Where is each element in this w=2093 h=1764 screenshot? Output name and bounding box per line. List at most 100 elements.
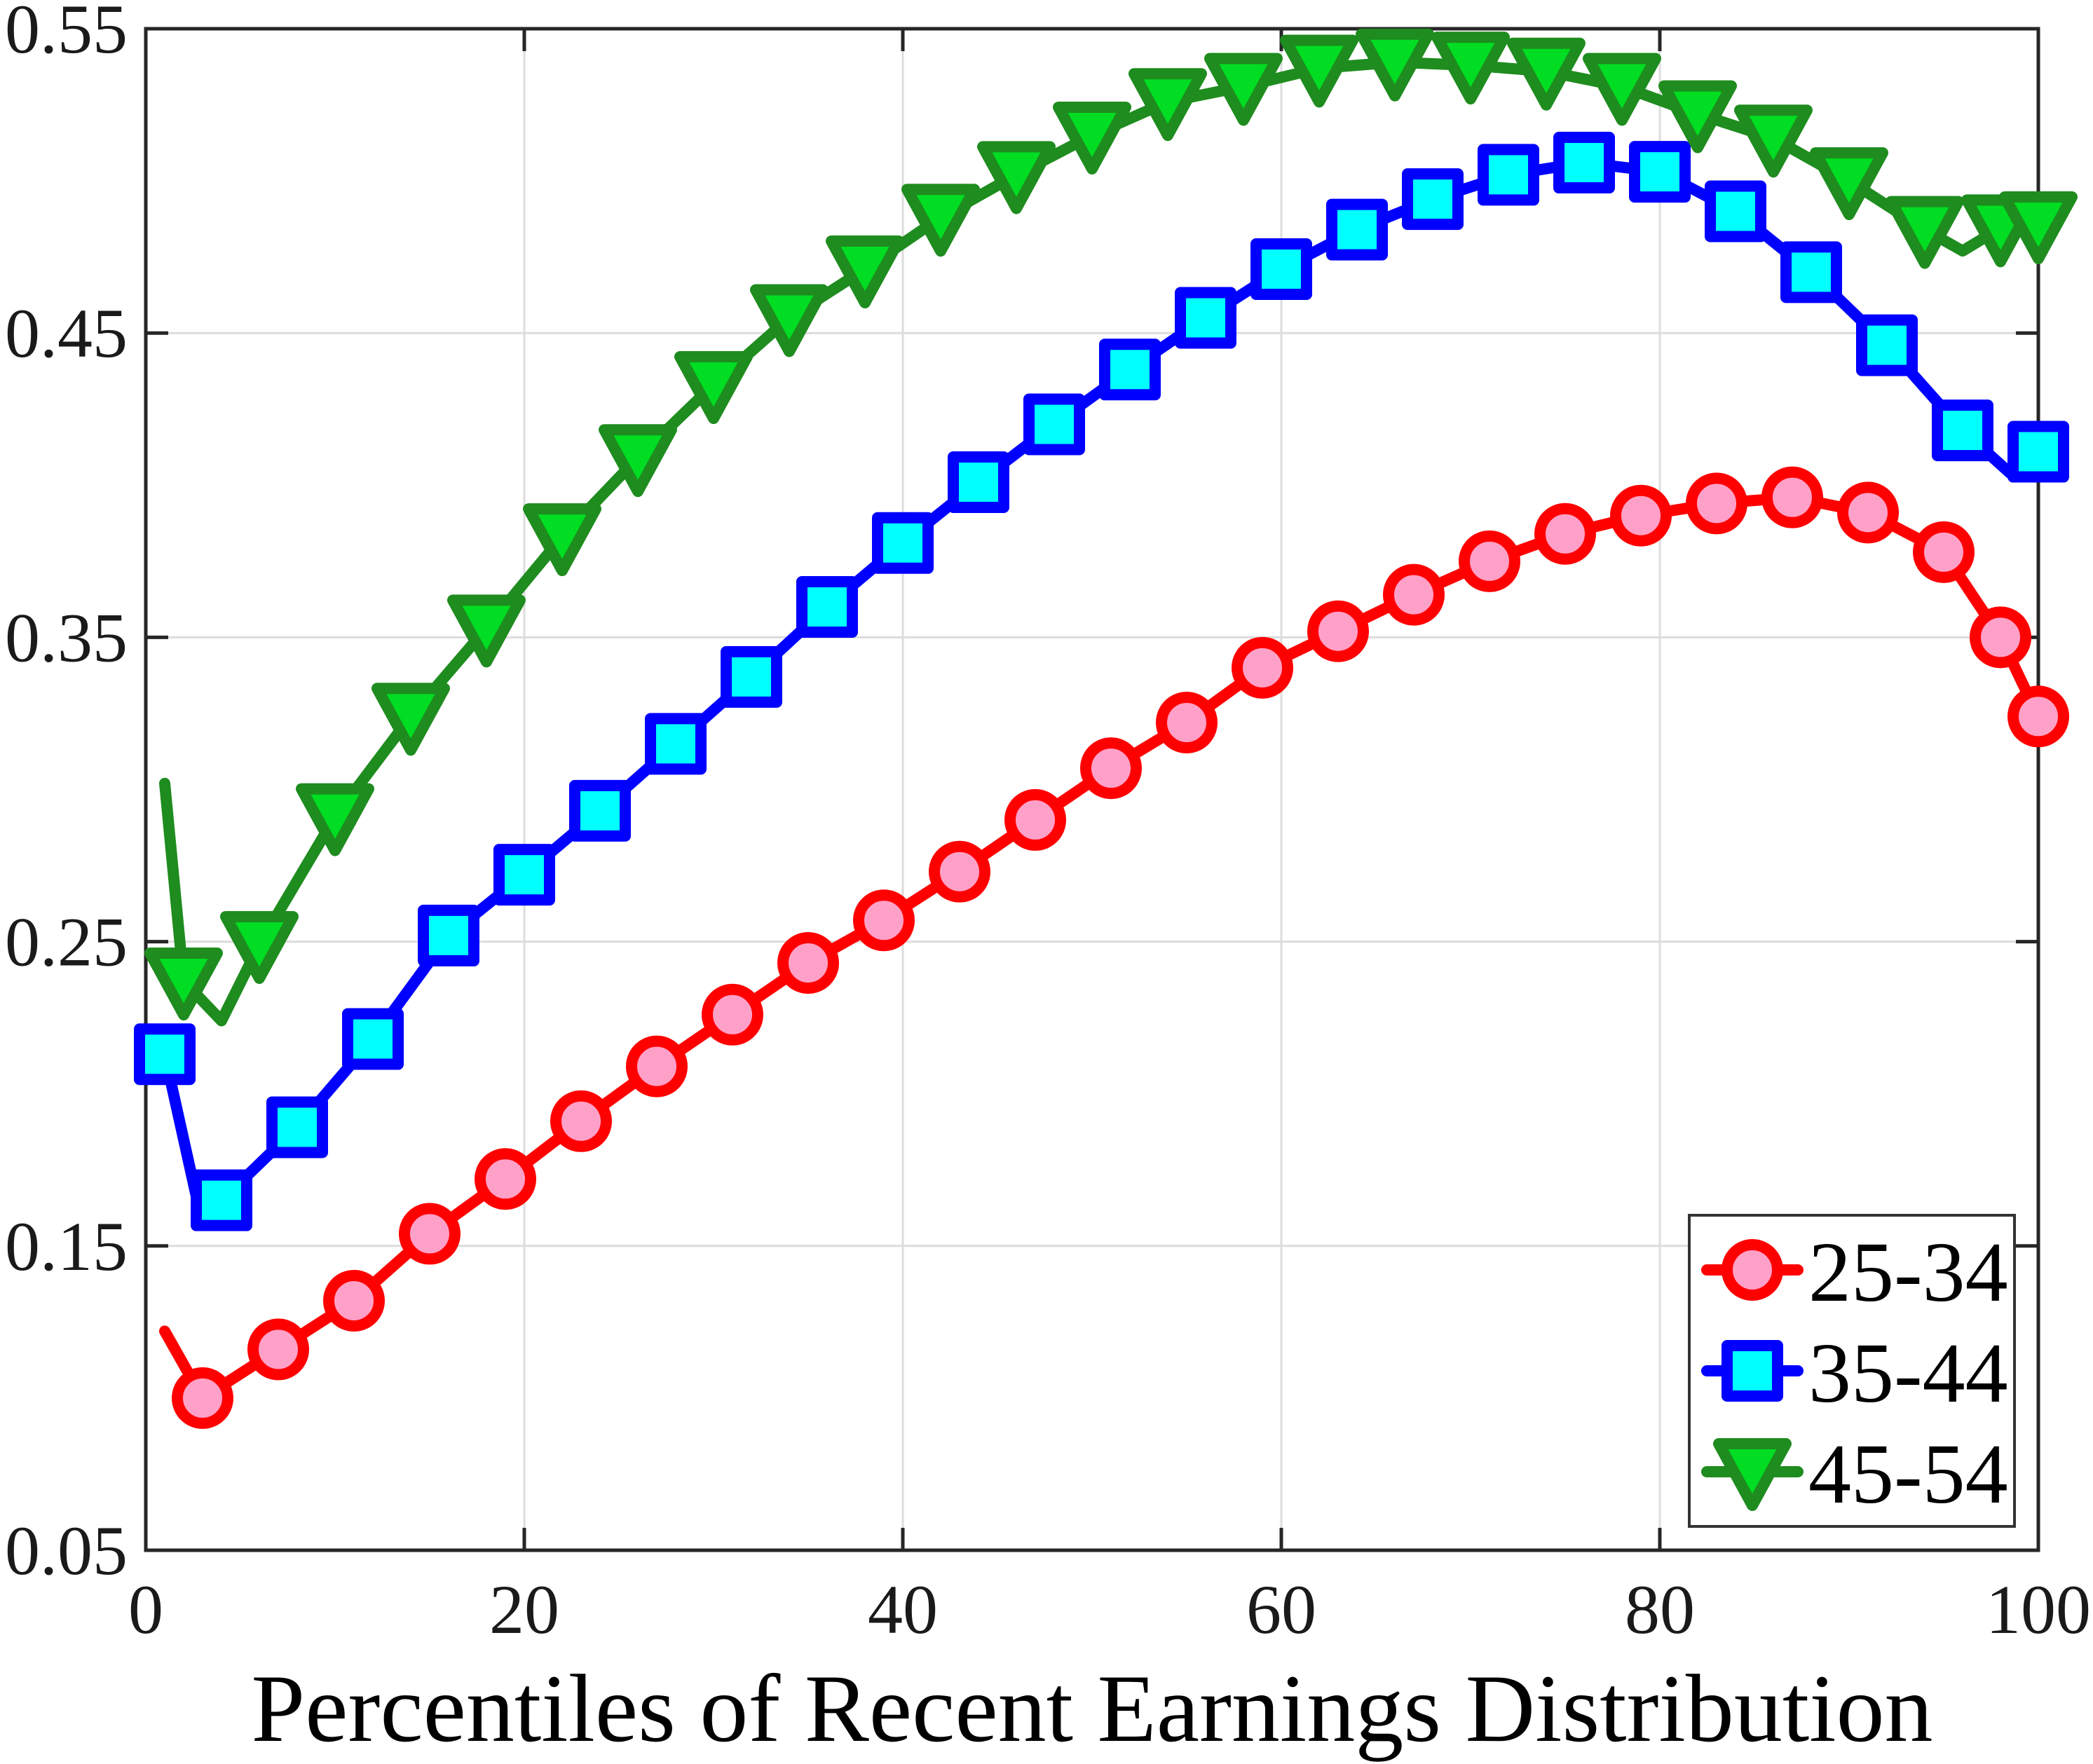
triangle-down-marker — [1507, 37, 1586, 111]
square-marker — [1553, 132, 1615, 194]
y-tick-label: 0.05 — [5, 1512, 128, 1589]
triangle-down-marker — [1280, 34, 1358, 108]
triangle-down-marker — [1129, 68, 1207, 142]
square-marker — [569, 779, 631, 842]
circle-marker — [1534, 502, 1596, 565]
triangle-down-marker — [371, 683, 450, 756]
legend-entry-25-34: 25-34 — [1701, 1225, 2008, 1320]
triangle-down-marker — [1886, 196, 1964, 269]
square-marker — [1402, 168, 1464, 231]
circle-marker — [1837, 481, 1899, 544]
circle-marker — [172, 1367, 233, 1429]
y-tick-label: 0.25 — [5, 903, 128, 981]
circle-marker — [1156, 691, 1218, 753]
triangle-down-marker — [750, 284, 829, 357]
circle-marker — [1722, 1239, 1783, 1301]
triangle-down-marker — [1734, 104, 1813, 178]
triangle-down-marker — [447, 594, 526, 668]
square-marker — [1023, 393, 1085, 456]
square-marker — [1250, 238, 1312, 301]
y-tick-labels: 0.05 0.15 0.25 0.35 0.45 0.55 — [5, 0, 128, 1589]
circle-marker — [626, 1035, 688, 1098]
square-marker — [493, 844, 555, 906]
legend-label: 35-44 — [1808, 1326, 2008, 1421]
triangle-down-marker — [1431, 32, 1510, 105]
square-marker — [796, 575, 858, 638]
legend-label: 45-54 — [1808, 1427, 2008, 1522]
legend-entry-45-54: 45-54 — [1701, 1427, 2008, 1522]
square-marker — [134, 1023, 196, 1086]
triangle-down-marker — [1999, 191, 2078, 265]
series-line — [159, 157, 2044, 1231]
triangle-down-marker — [1204, 53, 1283, 126]
x-tick-label: 80 — [1625, 1571, 1695, 1648]
y-tick-label: 0.55 — [5, 0, 128, 68]
circle-marker — [1080, 737, 1142, 800]
square-marker — [266, 1096, 328, 1158]
circle-marker — [1307, 600, 1369, 662]
triangle-down-marker — [1356, 28, 1434, 102]
square-marker — [1780, 241, 1842, 303]
square-marker — [1722, 1340, 1783, 1402]
triangle-down-marker — [144, 948, 223, 1021]
y-tick-label: 0.15 — [5, 1208, 128, 1285]
triangle-down-marker — [220, 910, 299, 984]
y-tick-label: 0.45 — [5, 294, 128, 372]
circle-marker — [1459, 530, 1520, 592]
x-tick-label: 100 — [1986, 1571, 2091, 1648]
circle-marker — [1004, 788, 1066, 851]
triangle-down-marker — [1583, 53, 1661, 126]
circle-marker — [1383, 563, 1445, 626]
circle-marker — [1970, 606, 2031, 669]
series-25-34 — [159, 466, 2069, 1429]
triangle-down-marker — [674, 351, 753, 425]
circle-marker — [777, 931, 839, 994]
square-marker — [645, 713, 707, 775]
square-marker — [342, 1008, 404, 1070]
circle-marker — [399, 1203, 461, 1265]
square-marker — [948, 451, 1009, 513]
circle-marker — [2007, 685, 2069, 748]
triangle-down-marker — [523, 503, 601, 577]
circle-marker — [475, 1148, 536, 1210]
triangle-down-marker — [826, 235, 904, 309]
triangle-down-marker — [599, 424, 677, 498]
triangle-down-marker — [296, 783, 374, 856]
square-marker — [872, 512, 934, 574]
square-marker — [1856, 314, 1918, 376]
triangle-down-marker — [1053, 101, 1131, 175]
legend-entry-35-44: 35-44 — [1701, 1326, 2008, 1421]
y-tick-label: 0.35 — [5, 599, 128, 676]
x-tick-label: 40 — [868, 1571, 938, 1648]
circle-marker — [853, 889, 915, 952]
triangle-down-marker — [1658, 80, 1737, 153]
triangle-down-marker — [901, 184, 980, 257]
series-45-54 — [144, 28, 2078, 1027]
x-tick-label: 0 — [128, 1571, 163, 1648]
circle-marker — [1761, 466, 1823, 528]
square-marker — [721, 645, 782, 708]
x-axis-label: Percentiles of Recent Earnings Distribut… — [251, 1655, 1932, 1762]
triangle-down-marker — [1810, 147, 1888, 221]
triangle-down-marker — [977, 141, 1056, 214]
circle-marker — [1913, 521, 1975, 583]
circle-marker — [1610, 484, 1672, 547]
x-tick-label: 20 — [489, 1571, 559, 1648]
circle-marker — [1686, 472, 1747, 535]
x-tick-label: 60 — [1246, 1571, 1316, 1648]
circle-marker — [702, 983, 763, 1046]
square-marker — [418, 904, 479, 966]
square-marker — [1099, 339, 1161, 401]
square-marker — [1175, 287, 1236, 349]
square-marker — [1326, 198, 1388, 261]
square-marker — [2007, 421, 2069, 483]
x-tick-labels: 0 20 40 60 80 100 — [128, 1571, 2091, 1648]
circle-marker — [323, 1269, 385, 1332]
series-35-44 — [134, 132, 2069, 1231]
square-marker — [1705, 180, 1766, 242]
data-series — [134, 28, 2078, 1429]
square-marker — [1478, 144, 1539, 206]
